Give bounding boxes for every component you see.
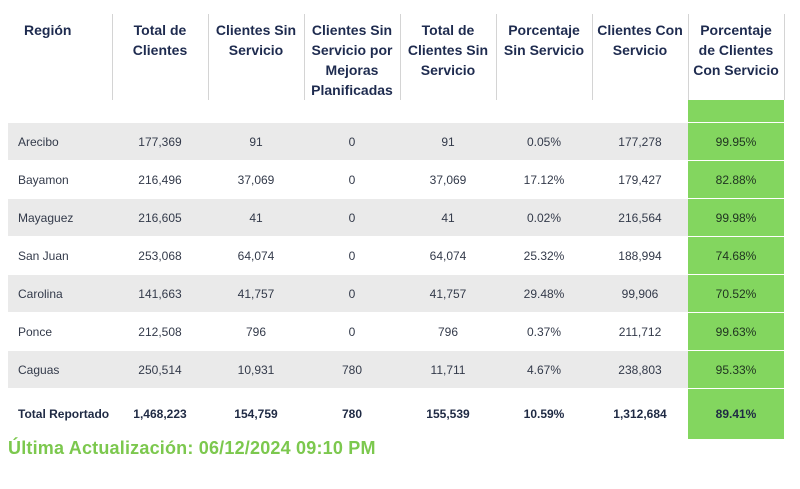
region-cell: Carolina bbox=[8, 274, 112, 313]
percent-without-service-cell: 0.05% bbox=[496, 122, 592, 161]
total-clients-cell: 253,068 bbox=[112, 236, 208, 275]
total-without-service-cell: 796 bbox=[400, 312, 496, 351]
total-without-service-cell: 91 bbox=[400, 122, 496, 161]
percent-with-service-cell: 82.88% bbox=[688, 160, 784, 199]
total-without-service-cell: 41 bbox=[400, 198, 496, 237]
region-cell: Bayamon bbox=[8, 160, 112, 199]
with-service-cell: 99,906 bbox=[592, 274, 688, 313]
percent-without-service-cell: 4.67% bbox=[496, 350, 592, 389]
total-clients-cell: 141,663 bbox=[112, 274, 208, 313]
without-service-cell: 10,931 bbox=[208, 350, 304, 389]
region-cell: Arecibo bbox=[8, 122, 112, 161]
header-total-without-service: Total de Clientes Sin Servicio bbox=[399, 14, 496, 100]
total-without-service-cell: 64,074 bbox=[400, 236, 496, 275]
without-service-cell: 41,757 bbox=[208, 274, 304, 313]
header-percent-without-service: Porcentaje Sin Servicio bbox=[495, 14, 592, 100]
spacer-row bbox=[8, 100, 784, 123]
outage-table: Región Total de Clientes Clientes Sin Se… bbox=[8, 14, 785, 440]
header-total-clients: Total de Clientes bbox=[111, 14, 208, 100]
without-service-cell: 64,074 bbox=[208, 236, 304, 275]
outage-table-container: Región Total de Clientes Clientes Sin Se… bbox=[8, 14, 785, 440]
percent-without-service-cell: 29.48% bbox=[496, 274, 592, 313]
planned-cell: 0 bbox=[304, 274, 400, 313]
planned-cell: 0 bbox=[304, 160, 400, 199]
total-clients-cell: 216,605 bbox=[112, 198, 208, 237]
with-service-cell: 216,564 bbox=[592, 198, 688, 237]
header-row: Región Total de Clientes Clientes Sin Se… bbox=[8, 14, 785, 100]
region-cell: Caguas bbox=[8, 350, 112, 389]
with-service-cell: 179,427 bbox=[592, 160, 688, 199]
region-cell: San Juan bbox=[8, 236, 112, 275]
percent-without-service-cell: 0.02% bbox=[496, 198, 592, 237]
table-row: Carolina 141,663 41,757 0 41,757 29.48% … bbox=[8, 274, 784, 313]
percent-with-service-cell: 89.41% bbox=[688, 388, 784, 440]
without-service-cell: 154,759 bbox=[208, 388, 304, 440]
with-service-cell: 188,994 bbox=[592, 236, 688, 275]
table-row: San Juan 253,068 64,074 0 64,074 25.32% … bbox=[8, 236, 784, 275]
with-service-cell: 238,803 bbox=[592, 350, 688, 389]
total-clients-cell: 216,496 bbox=[112, 160, 208, 199]
table-row: Bayamon 216,496 37,069 0 37,069 17.12% 1… bbox=[8, 160, 784, 199]
header-planned-outages: Clientes Sin Servicio por Mejoras Planif… bbox=[303, 14, 400, 100]
percent-without-service-cell: 17.12% bbox=[496, 160, 592, 199]
header-percent-with-service: Porcentaje de Clientes Con Servicio bbox=[687, 14, 785, 100]
without-service-cell: 37,069 bbox=[208, 160, 304, 199]
with-service-cell: 211,712 bbox=[592, 312, 688, 351]
percent-with-service-cell: 74.68% bbox=[688, 236, 784, 275]
table-row: Arecibo 177,369 91 0 91 0.05% 177,278 99… bbox=[8, 122, 784, 161]
planned-cell: 0 bbox=[304, 122, 400, 161]
header-region: Región bbox=[24, 22, 72, 38]
total-label: Total Reportado bbox=[8, 388, 112, 440]
percent-without-service-cell: 25.32% bbox=[496, 236, 592, 275]
total-row: Total Reportado 1,468,223 154,759 780 15… bbox=[8, 388, 784, 440]
table-row: Caguas 250,514 10,931 780 11,711 4.67% 2… bbox=[8, 350, 784, 389]
with-service-cell: 1,312,684 bbox=[592, 388, 688, 440]
total-clients-cell: 212,508 bbox=[112, 312, 208, 351]
total-without-service-cell: 37,069 bbox=[400, 160, 496, 199]
total-without-service-cell: 41,757 bbox=[400, 274, 496, 313]
percent-with-service-cell: 99.95% bbox=[688, 122, 784, 161]
percent-with-service-cell: 95.33% bbox=[688, 350, 784, 389]
without-service-cell: 41 bbox=[208, 198, 304, 237]
region-cell: Mayaguez bbox=[8, 198, 112, 237]
total-clients-cell: 250,514 bbox=[112, 350, 208, 389]
without-service-cell: 91 bbox=[208, 122, 304, 161]
table-row: Mayaguez 216,605 41 0 41 0.02% 216,564 9… bbox=[8, 198, 784, 237]
planned-cell: 780 bbox=[304, 350, 400, 389]
total-clients-cell: 177,369 bbox=[112, 122, 208, 161]
last-update-text: Última Actualización: 06/12/2024 09:10 P… bbox=[8, 438, 376, 458]
total-without-service-cell: 11,711 bbox=[400, 350, 496, 389]
percent-with-service-cell: 99.98% bbox=[688, 198, 784, 237]
percent-without-service-cell: 10.59% bbox=[496, 388, 592, 440]
planned-cell: 0 bbox=[304, 236, 400, 275]
percent-without-service-cell: 0.37% bbox=[496, 312, 592, 351]
planned-cell: 0 bbox=[304, 312, 400, 351]
planned-cell: 0 bbox=[304, 198, 400, 237]
percent-with-service-cell: 99.63% bbox=[688, 312, 784, 351]
with-service-cell: 177,278 bbox=[592, 122, 688, 161]
planned-cell: 780 bbox=[304, 388, 400, 440]
header-clients-with-service: Clientes Con Servicio bbox=[591, 14, 688, 100]
without-service-cell: 796 bbox=[208, 312, 304, 351]
region-cell: Ponce bbox=[8, 312, 112, 351]
total-clients-cell: 1,468,223 bbox=[112, 388, 208, 440]
header-clients-without-service: Clientes Sin Servicio bbox=[207, 14, 304, 100]
table-row: Ponce 212,508 796 0 796 0.37% 211,712 99… bbox=[8, 312, 784, 351]
total-without-service-cell: 155,539 bbox=[400, 388, 496, 440]
percent-with-service-cell: 70.52% bbox=[688, 274, 784, 313]
